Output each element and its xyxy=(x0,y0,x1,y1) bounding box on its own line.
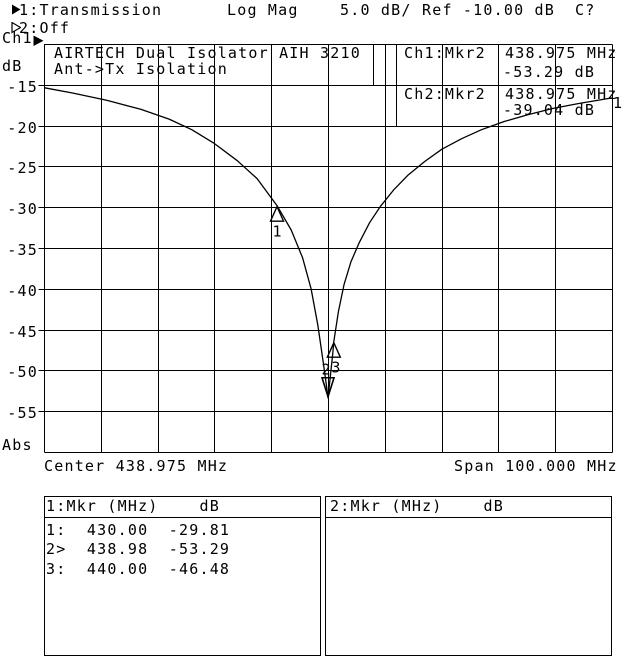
marker-table2-box xyxy=(325,496,612,656)
y-tick-label: -40 xyxy=(7,281,38,300)
y-tick-label: -50 xyxy=(7,363,38,382)
trace2-label: 2:Off xyxy=(19,19,71,37)
title-line1: AIRTECH Dual Isolator AIH 3210 xyxy=(54,44,361,62)
ch2-readout-value: -39.04 dB xyxy=(503,101,596,119)
ch2-readout-label: Ch2:Mkr2 xyxy=(404,85,486,103)
marker-3-label: 3 xyxy=(331,359,340,377)
title-line2: Ant->Tx Isolation xyxy=(54,60,228,78)
marker-table-row: 1: 430.00 -29.81 xyxy=(46,520,231,539)
marker-1-label: 1 xyxy=(273,223,282,241)
center-frequency-label: Center 438.975 MHz xyxy=(44,457,229,475)
y-tick-label: -55 xyxy=(7,404,38,423)
scale-label: 5.0 dB/ xyxy=(340,1,412,19)
y-tick-label: -30 xyxy=(7,200,38,219)
y-tick-label: -20 xyxy=(7,118,38,137)
marker-3-symbol xyxy=(326,340,342,358)
trace-end-number: 1 xyxy=(613,94,624,112)
ch1-readout-value: -53.29 dB xyxy=(503,63,596,81)
ch1-readout-label: Ch1:Mkr2 xyxy=(404,44,486,62)
marker-table1-header: 1:Mkr (MHz) dB xyxy=(46,497,220,515)
abs-label: Abs xyxy=(2,436,33,454)
trace-ch1 xyxy=(43,87,613,399)
y-tick-label: -35 xyxy=(7,241,38,259)
trace2-inactive-icon xyxy=(11,22,21,34)
title-box xyxy=(44,44,374,86)
trace1-active-icon xyxy=(12,4,21,15)
trace1-label: 1:Transmission xyxy=(19,1,163,19)
format-label: Log Mag xyxy=(227,1,299,19)
marker-2-symbol xyxy=(320,376,336,400)
y-axis-unit-label: dB xyxy=(2,57,23,75)
marker-1-symbol xyxy=(269,204,285,222)
ref-level-label: Ref -10.00 dB xyxy=(422,1,555,19)
ref-position-icon xyxy=(33,35,44,46)
channel-label: Ch1 xyxy=(2,29,33,47)
ch2-readout-freq: 438.975 MHz xyxy=(505,85,618,103)
span-label: Span 100.000 MHz xyxy=(454,457,618,475)
y-tick-label: -45 xyxy=(7,322,38,341)
marker-2-label: 2 xyxy=(322,361,331,379)
marker-table1-box xyxy=(44,496,321,656)
cal-status-label: C? xyxy=(575,1,596,19)
y-tick-label: -25 xyxy=(7,159,38,178)
marker-table-row: 3: 440.00 -46.48 xyxy=(46,559,231,578)
marker-table-row: 2> 438.98 -53.29 xyxy=(46,540,231,558)
marker-table2-header: 2:Mkr (MHz) dB xyxy=(330,497,504,515)
y-tick-label: -15 xyxy=(7,77,38,96)
ch1-readout-freq: 438.975 MHz xyxy=(505,44,618,62)
